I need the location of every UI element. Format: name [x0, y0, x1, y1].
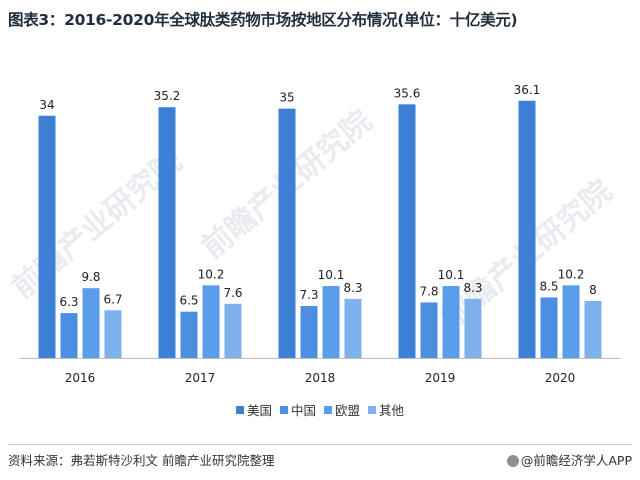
data-label: 8	[589, 283, 597, 297]
data-label: 6.7	[103, 292, 122, 306]
data-label: 35.2	[154, 89, 181, 103]
chart-title: 图表3：2016-2020年全球肽类药物市场按地区分布情况(单位：十亿美元)	[8, 11, 518, 29]
x-tick-label: 2018	[305, 371, 336, 385]
bar	[82, 288, 100, 358]
legend-label: 其他	[379, 403, 405, 418]
bar	[344, 298, 362, 358]
bar	[104, 310, 122, 358]
bar	[464, 298, 482, 358]
legend-item: 欧盟	[324, 400, 360, 419]
legend-item: 其他	[368, 400, 404, 419]
data-label: 7.6	[223, 286, 242, 300]
brand-text: @前瞻经济学人APP	[520, 453, 632, 468]
legend-swatch	[235, 405, 244, 414]
bar	[38, 115, 56, 358]
bar	[224, 303, 242, 358]
bar	[322, 286, 340, 358]
data-label: 7.3	[299, 288, 318, 302]
legend-item: 美国	[235, 400, 272, 419]
legend-label: 中国	[290, 403, 316, 418]
data-label: 10.2	[558, 267, 585, 281]
bar	[278, 108, 296, 358]
bar	[202, 285, 220, 358]
bar-chart: 346.39.86.7201635.26.510.27.62017357.310…	[20, 83, 620, 385]
data-label: 8.5	[539, 279, 558, 293]
bar	[420, 302, 438, 358]
brand-credit: @前瞻经济学人APP	[506, 450, 632, 469]
data-label: 35	[279, 91, 294, 105]
bar	[584, 301, 602, 358]
x-tick-label: 2017	[185, 371, 216, 385]
legend-item: 中国	[279, 400, 316, 419]
x-tick-label: 2016	[65, 371, 96, 385]
data-label: 10.1	[438, 268, 465, 282]
data-label: 6.3	[59, 295, 78, 309]
source-note: 资料来源：弗若斯特沙利文 前瞻产业研究院整理	[8, 453, 275, 468]
data-label: 10.2	[198, 267, 225, 281]
bar	[60, 313, 78, 358]
footer-divider	[8, 444, 632, 445]
x-tick-label: 2019	[425, 371, 456, 385]
data-label: 6.5	[179, 294, 198, 308]
legend: 美国 中国 欧盟 其他	[0, 400, 640, 419]
data-label: 34	[39, 98, 54, 112]
bar	[562, 285, 580, 358]
data-label: 36.1	[514, 83, 541, 97]
legend-swatch	[368, 405, 377, 414]
data-label: 9.8	[81, 270, 100, 284]
x-tick-label: 2020	[545, 371, 576, 385]
data-label: 8.3	[463, 281, 482, 295]
data-label: 35.6	[394, 86, 421, 100]
legend-label: 欧盟	[335, 403, 361, 418]
bar	[540, 297, 558, 358]
data-label: 7.8	[419, 284, 438, 298]
data-label: 10.1	[318, 268, 345, 282]
bar	[158, 107, 176, 358]
bar	[300, 305, 318, 358]
bar	[398, 104, 416, 358]
legend-swatch	[324, 405, 332, 414]
legend-swatch	[279, 405, 288, 414]
bar	[180, 311, 198, 358]
data-label: 8.3	[343, 281, 362, 295]
brand-logo-icon	[506, 455, 519, 467]
bar	[442, 286, 460, 358]
legend-label: 美国	[246, 403, 272, 418]
bar	[518, 100, 536, 358]
